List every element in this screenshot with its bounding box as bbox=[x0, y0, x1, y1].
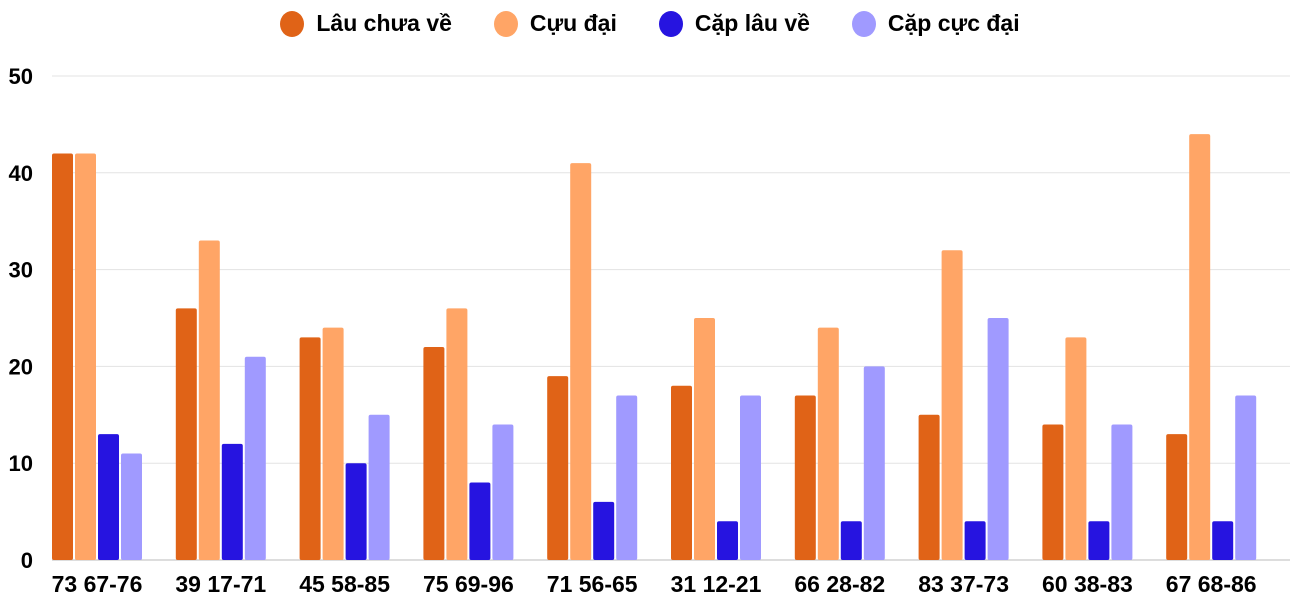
bar bbox=[941, 250, 963, 561]
bar bbox=[198, 240, 220, 560]
legend-label: Cặp cực đại bbox=[887, 10, 1020, 36]
bar bbox=[694, 318, 715, 560]
x-tick-label: 73 67-76 bbox=[52, 571, 143, 597]
bar bbox=[570, 163, 592, 560]
legend-marker bbox=[851, 10, 876, 37]
bar bbox=[221, 443, 243, 560]
bar bbox=[75, 153, 96, 560]
bar bbox=[1189, 134, 1211, 560]
bar bbox=[299, 337, 321, 560]
bar bbox=[1088, 521, 1110, 560]
legend-item: Cựu đại bbox=[493, 10, 617, 37]
bar bbox=[918, 414, 940, 560]
bar bbox=[794, 395, 816, 560]
x-tick-label: 45 58-85 bbox=[299, 571, 390, 597]
legend-marker bbox=[493, 10, 518, 37]
bar bbox=[1111, 424, 1133, 560]
bar bbox=[1166, 434, 1188, 560]
y-tick-label: 20 bbox=[9, 354, 33, 379]
bar bbox=[840, 521, 862, 560]
bar bbox=[52, 153, 73, 560]
bar bbox=[817, 327, 839, 560]
bar bbox=[244, 356, 266, 560]
bar bbox=[616, 395, 638, 560]
y-tick-label: 40 bbox=[9, 161, 33, 186]
bar bbox=[322, 327, 344, 560]
y-tick-label: 30 bbox=[9, 258, 33, 283]
x-tick-label: 60 38-83 bbox=[1042, 571, 1133, 597]
legend-label: Lâu chưa về bbox=[316, 10, 452, 36]
bar bbox=[964, 521, 986, 560]
bar bbox=[1042, 424, 1064, 560]
x-tick-label: 71 56-65 bbox=[547, 571, 638, 597]
bar bbox=[446, 308, 468, 560]
bar bbox=[740, 395, 761, 560]
legend: Lâu chưa về Cựu đại Cặp lâu về Cặp cực đại bbox=[0, 10, 1300, 37]
legend-marker bbox=[280, 10, 305, 37]
y-tick-label: 50 bbox=[9, 64, 33, 89]
legend-item: Lâu chưa về bbox=[280, 10, 452, 37]
bar bbox=[98, 434, 119, 560]
bar bbox=[593, 501, 615, 560]
x-tick-label: 31 12-21 bbox=[671, 571, 762, 597]
bar bbox=[1212, 521, 1234, 560]
bar bbox=[987, 318, 1009, 560]
bar bbox=[368, 414, 390, 560]
bar bbox=[469, 482, 491, 560]
bar bbox=[863, 366, 885, 560]
bar bbox=[175, 308, 197, 560]
bar bbox=[1065, 337, 1087, 560]
x-tick-label: 67 68-86 bbox=[1166, 571, 1257, 597]
bar bbox=[423, 347, 445, 560]
bar bbox=[547, 376, 569, 560]
bar bbox=[671, 385, 692, 560]
bar bbox=[717, 521, 738, 560]
legend-item: Cặp cực đại bbox=[851, 10, 1020, 37]
legend-item: Cặp lâu về bbox=[658, 10, 810, 37]
x-tick-label: 66 28-82 bbox=[794, 571, 885, 597]
bar bbox=[345, 463, 367, 560]
bar bbox=[492, 424, 514, 560]
bar bbox=[1235, 395, 1257, 560]
x-tick-label: 83 37-73 bbox=[918, 571, 1009, 597]
x-tick-label: 75 69-96 bbox=[423, 571, 514, 597]
legend-label: Cặp lâu về bbox=[694, 10, 810, 36]
y-tick-label: 10 bbox=[9, 451, 33, 476]
legend-label: Cựu đại bbox=[529, 10, 617, 36]
legend-marker bbox=[658, 10, 683, 37]
y-tick-label: 0 bbox=[21, 548, 33, 573]
bar bbox=[121, 453, 142, 560]
x-tick-label: 39 17-71 bbox=[175, 571, 266, 597]
